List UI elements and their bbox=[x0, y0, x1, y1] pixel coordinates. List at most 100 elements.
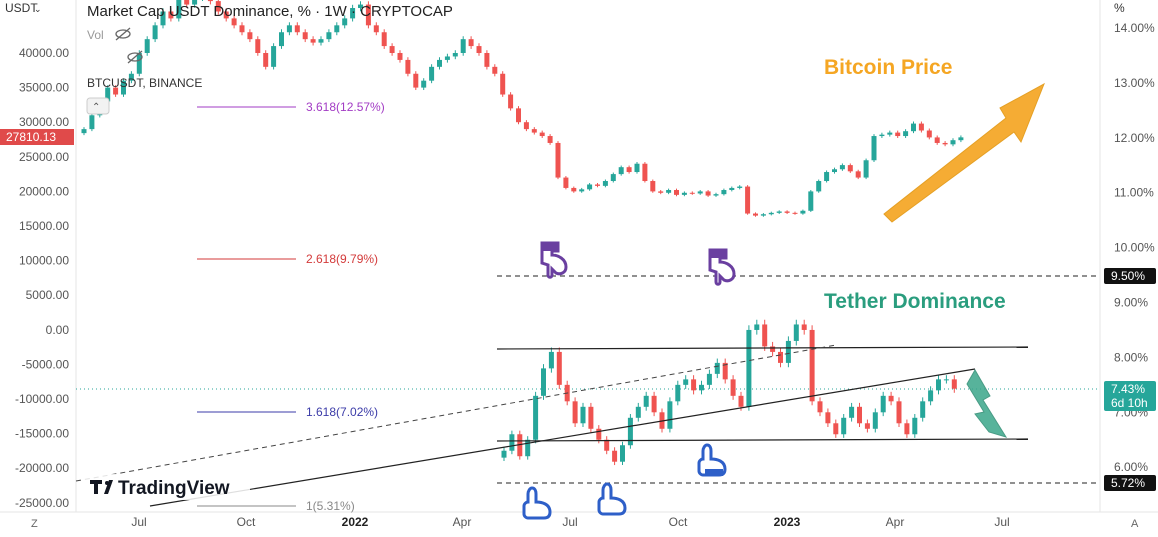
level-badge-950: 9.50% bbox=[1104, 268, 1156, 284]
btc-candle bbox=[539, 132, 545, 137]
dominance-candle bbox=[801, 324, 807, 330]
btc-candle bbox=[223, 11, 229, 19]
btc-candle bbox=[247, 32, 253, 40]
hand-pointer-down-icon-1 bbox=[540, 241, 568, 279]
left-axis-tick: 15000.00 bbox=[19, 219, 69, 233]
legend: USDT ⌄ Market Cap USDT Dominance, % · 1W… bbox=[5, 1, 1125, 115]
auto-scale-button[interactable]: A bbox=[1131, 518, 1139, 530]
dominance-candle bbox=[864, 423, 870, 429]
btc-candle bbox=[618, 167, 624, 175]
btc-price-value: 27810.13 bbox=[6, 130, 56, 144]
btc-candle bbox=[839, 165, 845, 170]
dominance-candle bbox=[541, 368, 546, 396]
btc-candle bbox=[681, 192, 687, 195]
left-axis-tick: 0.00 bbox=[46, 323, 70, 337]
rising-trend-line bbox=[149, 368, 976, 507]
btc-candle bbox=[405, 59, 411, 74]
btc-candle bbox=[286, 25, 292, 33]
btc-candle bbox=[610, 174, 616, 182]
btc-candle bbox=[373, 25, 379, 33]
time-axis: Jul Oct 2022 Apr Jul Oct 2023 Apr Jul bbox=[131, 515, 1009, 529]
btc-candle bbox=[239, 25, 245, 33]
btc-candle bbox=[152, 25, 158, 40]
hand-pointer-up-icon-2 bbox=[522, 486, 552, 520]
zoom-button[interactable]: Z bbox=[31, 518, 38, 530]
fib-2618-label: 2.618(9.79%) bbox=[306, 252, 378, 266]
left-price-axis: 40000.00 35000.00 30000.00 25000.00 20000.00… bbox=[15, 46, 69, 510]
right-percent-axis: 14.00% 13.00% 12.00% 11.00% 10.00% 9.00% 8.00%… bbox=[1114, 21, 1155, 474]
btc-candle bbox=[452, 53, 458, 57]
chevron-up-icon: ⌃ bbox=[92, 102, 100, 113]
btc-candle bbox=[579, 189, 585, 192]
eye-off-icon-2[interactable] bbox=[127, 50, 143, 64]
left-axis-symbol: USDT bbox=[5, 1, 38, 15]
fib-1618-label: 1.618(7.02%) bbox=[306, 405, 378, 419]
dominance-candle bbox=[612, 450, 618, 462]
btc-candle bbox=[516, 108, 521, 123]
btc-price-badge: 27810.13 bbox=[0, 129, 74, 145]
hand-pointer-up-icon-3 bbox=[597, 482, 627, 516]
dominance-candle bbox=[904, 423, 910, 435]
btc-candle bbox=[121, 80, 126, 95]
btc-candle bbox=[318, 39, 324, 43]
btc-candle bbox=[381, 32, 387, 47]
time-axis-label: Jul bbox=[131, 515, 146, 529]
dominance-candle bbox=[730, 379, 736, 396]
dominance-candle bbox=[762, 324, 768, 347]
dominance-candle bbox=[517, 434, 523, 457]
btc-candle bbox=[602, 181, 608, 186]
right-axis-tick: 10.00% bbox=[1114, 241, 1155, 255]
btc-candle bbox=[958, 137, 964, 141]
fib-levels: 3.618(12.57%) 2.618(9.79%) 1.618(7.02%) … bbox=[197, 100, 385, 513]
btc-candle bbox=[768, 212, 774, 215]
collapse-button[interactable] bbox=[86, 97, 110, 115]
dominance-candle bbox=[809, 329, 815, 402]
dominance-candle bbox=[872, 412, 878, 429]
btc-candle bbox=[697, 191, 703, 194]
dominance-candle bbox=[896, 401, 902, 424]
btc-candle bbox=[895, 132, 901, 137]
dominance-candle bbox=[604, 439, 610, 451]
btc-candle bbox=[294, 25, 300, 33]
bitcoin-price-label: Bitcoin Price bbox=[824, 56, 952, 79]
time-axis-label: 2023 bbox=[774, 515, 801, 529]
channel-top-line bbox=[496, 346, 1029, 350]
btc-candle bbox=[832, 169, 837, 173]
dominance-candle bbox=[620, 445, 625, 462]
btc-candle bbox=[492, 66, 498, 74]
btc-candle bbox=[358, 4, 363, 9]
dominance-candle bbox=[627, 417, 633, 446]
btc-candle bbox=[547, 136, 553, 143]
dominance-candle bbox=[778, 351, 783, 363]
tether-dominance-label: Tether Dominance bbox=[824, 290, 1006, 313]
dominance-candle bbox=[841, 417, 847, 435]
btc-candle bbox=[642, 163, 648, 182]
right-axis-tick: 12.00% bbox=[1114, 131, 1155, 145]
dominance-candle bbox=[580, 406, 586, 424]
btc-candle bbox=[271, 46, 277, 67]
dominance-candle bbox=[675, 384, 681, 402]
right-axis-tick: 6.00% bbox=[1114, 460, 1148, 474]
btc-candle bbox=[571, 187, 577, 192]
right-axis-tick: 11.00% bbox=[1114, 186, 1154, 200]
eye-off-icon[interactable] bbox=[115, 27, 131, 41]
chevron-down-icon[interactable]: ⌄ bbox=[34, 4, 42, 14]
btc-candle bbox=[468, 39, 474, 47]
dominance-candle bbox=[912, 417, 918, 435]
fib-3618-label: 3.618(12.57%) bbox=[306, 100, 385, 114]
btc-candle bbox=[934, 137, 940, 143]
btc-candle bbox=[658, 191, 664, 193]
btc-candle bbox=[508, 94, 514, 109]
dominance-countdown: 6d 10h bbox=[1111, 396, 1148, 410]
dominance-candle bbox=[683, 379, 689, 385]
dominance-candle bbox=[920, 401, 926, 418]
btc-candle bbox=[429, 66, 435, 81]
right-axis-tick: 8.00% bbox=[1114, 350, 1148, 364]
dominance-candle bbox=[880, 395, 886, 413]
dominance-down-arrow bbox=[966, 368, 1008, 438]
btc-candle bbox=[310, 39, 316, 43]
btc-candle bbox=[800, 210, 806, 214]
dominance-candle bbox=[738, 395, 744, 407]
btc-candle bbox=[737, 186, 743, 188]
btc-candle bbox=[350, 8, 356, 19]
